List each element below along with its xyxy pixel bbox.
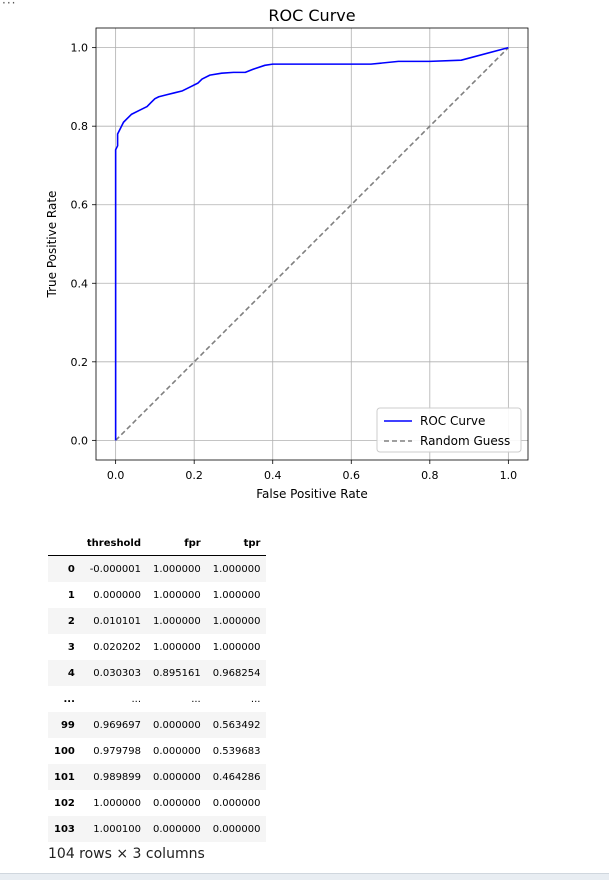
table-cell: 1.000000 xyxy=(153,615,201,627)
x-tick-label: 0.8 xyxy=(421,469,439,482)
table-cell: 0.968254 xyxy=(212,667,261,679)
table-row: 101 0.989899 0.000000 0.464286 xyxy=(48,764,267,790)
y-tick-label: 1.0 xyxy=(71,42,89,55)
row-index: ... xyxy=(63,693,75,705)
row-index: 100 xyxy=(54,745,75,757)
table-cell: 1.000000 xyxy=(153,641,201,653)
x-tick-label: 1.0 xyxy=(500,469,518,482)
row-index: 4 xyxy=(67,667,75,679)
table-cell: 0.000000 xyxy=(153,771,201,783)
table-cell: 1.000000 xyxy=(153,589,201,601)
table-cell: 0.979798 xyxy=(93,745,142,757)
x-tick-label: 0.4 xyxy=(264,469,282,482)
table-row: 2 0.010101 1.000000 1.000000 xyxy=(48,608,267,634)
column-header: threshold xyxy=(80,531,148,556)
random-guess-line xyxy=(115,47,509,441)
x-tick-label: 0.2 xyxy=(185,469,203,482)
table-cell: 0.000000 xyxy=(212,823,261,835)
legend: ROC Curve Random Guess xyxy=(376,407,522,453)
table-row: 4 0.030303 0.895161 0.968254 xyxy=(48,660,267,686)
y-tick-label: 0.6 xyxy=(71,199,89,212)
table-row: 3 0.020202 1.000000 1.000000 xyxy=(48,634,266,660)
table-cell: 0.895161 xyxy=(153,667,201,679)
axis-ticks: 0.0 0.2 0.4 0.6 0.8 1.0 0.0 0.2 0.4 0.6 0.8 1.0 xyxy=(71,42,518,482)
chart-title: ROC Curve xyxy=(268,6,355,25)
row-index: 3 xyxy=(67,641,75,653)
table-cell: 0.000000 xyxy=(153,745,201,757)
table-cell: 1.000000 xyxy=(93,797,142,809)
column-header: fpr xyxy=(147,531,207,556)
plot-series xyxy=(114,46,509,441)
cell-bottom-bar xyxy=(0,873,609,880)
table-cell: ... xyxy=(131,693,142,705)
table-row: 100 0.979798 0.000000 0.539683 xyxy=(48,738,266,764)
table-cell: 0.030303 xyxy=(93,667,142,679)
legend-random-label: Random Guess xyxy=(420,434,510,448)
table-header-row: threshold fpr tpr xyxy=(48,531,267,556)
x-tick-label: 0.6 xyxy=(343,469,361,482)
table-cell: 0.989899 xyxy=(93,771,142,783)
table-row: 99 0.969697 0.000000 0.563492 xyxy=(48,712,267,738)
dataframe-table: threshold fpr tpr 0 -0.000001 1.000000 1.00… xyxy=(48,531,267,842)
column-header: tpr xyxy=(206,531,267,556)
roc-chart: ROC Curve 0.0 0.2 0.4 0.6 0.8 1.0 0.0 0.2 0.4 0.6… xyxy=(45,6,529,501)
table-cell: 0.020202 xyxy=(93,641,142,653)
table-row: 103 1.000100 0.000000 0.000000 xyxy=(48,816,267,842)
table-cell: 0.000000 xyxy=(153,797,201,809)
table-cell: ... xyxy=(191,693,201,705)
table-cell: 0.000000 xyxy=(153,823,201,835)
legend-box xyxy=(376,407,522,453)
table-row: 1 0.000000 1.000000 1.000000 xyxy=(48,582,266,608)
y-tick-label: 0.4 xyxy=(71,277,89,290)
row-index: 1 xyxy=(67,589,75,601)
y-axis-label: True Positive Rate xyxy=(45,191,59,299)
table-cell: 0.000000 xyxy=(93,589,142,601)
table-cell: ... xyxy=(250,693,261,705)
table-cell: 1.000100 xyxy=(93,823,142,835)
plot-frame xyxy=(95,27,529,461)
index-header xyxy=(48,531,81,556)
table-cell: 0.464286 xyxy=(212,771,261,783)
table-cell: -0.000001 xyxy=(89,563,142,575)
table-cell: 1.000000 xyxy=(212,641,261,653)
x-tick-label: 0.0 xyxy=(107,469,125,482)
table-cell: 1.000000 xyxy=(212,589,261,601)
y-tick-label: 0.0 xyxy=(71,434,89,447)
table-cell: 1.000000 xyxy=(212,563,261,575)
row-index: 102 xyxy=(54,797,75,809)
table-cell: 0.969697 xyxy=(93,719,142,731)
dataframe-shape: 104 rows × 3 columns xyxy=(48,846,205,862)
table-row-ellipsis: ............ xyxy=(48,686,266,712)
table-cell: 0.000000 xyxy=(212,797,261,809)
row-index: 99 xyxy=(60,719,75,731)
table-cell: 0.010101 xyxy=(93,615,142,627)
y-tick-label: 0.2 xyxy=(71,356,89,369)
row-index: 2 xyxy=(67,615,75,627)
table-cell: 0.563492 xyxy=(212,719,261,731)
table-cell: 1.000000 xyxy=(153,563,201,575)
x-axis-label: False Positive Rate xyxy=(256,487,368,501)
table-cell: 1.000000 xyxy=(212,615,261,627)
row-index: 101 xyxy=(54,771,75,783)
row-index: 0 xyxy=(67,563,75,575)
table-cell: 0.539683 xyxy=(212,745,261,757)
y-tick-label: 0.8 xyxy=(71,120,89,133)
table-cell: 0.000000 xyxy=(153,719,201,731)
output-collapse-indicator[interactable]: ··· xyxy=(2,0,17,10)
table-row: 0 -0.000001 1.000000 1.000000 xyxy=(48,555,267,582)
row-index: 103 xyxy=(54,823,75,835)
roc-curve-line xyxy=(114,46,509,441)
legend-roc-label: ROC Curve xyxy=(420,414,485,428)
table-row: 102 1.000000 0.000000 0.000000 xyxy=(48,790,266,816)
